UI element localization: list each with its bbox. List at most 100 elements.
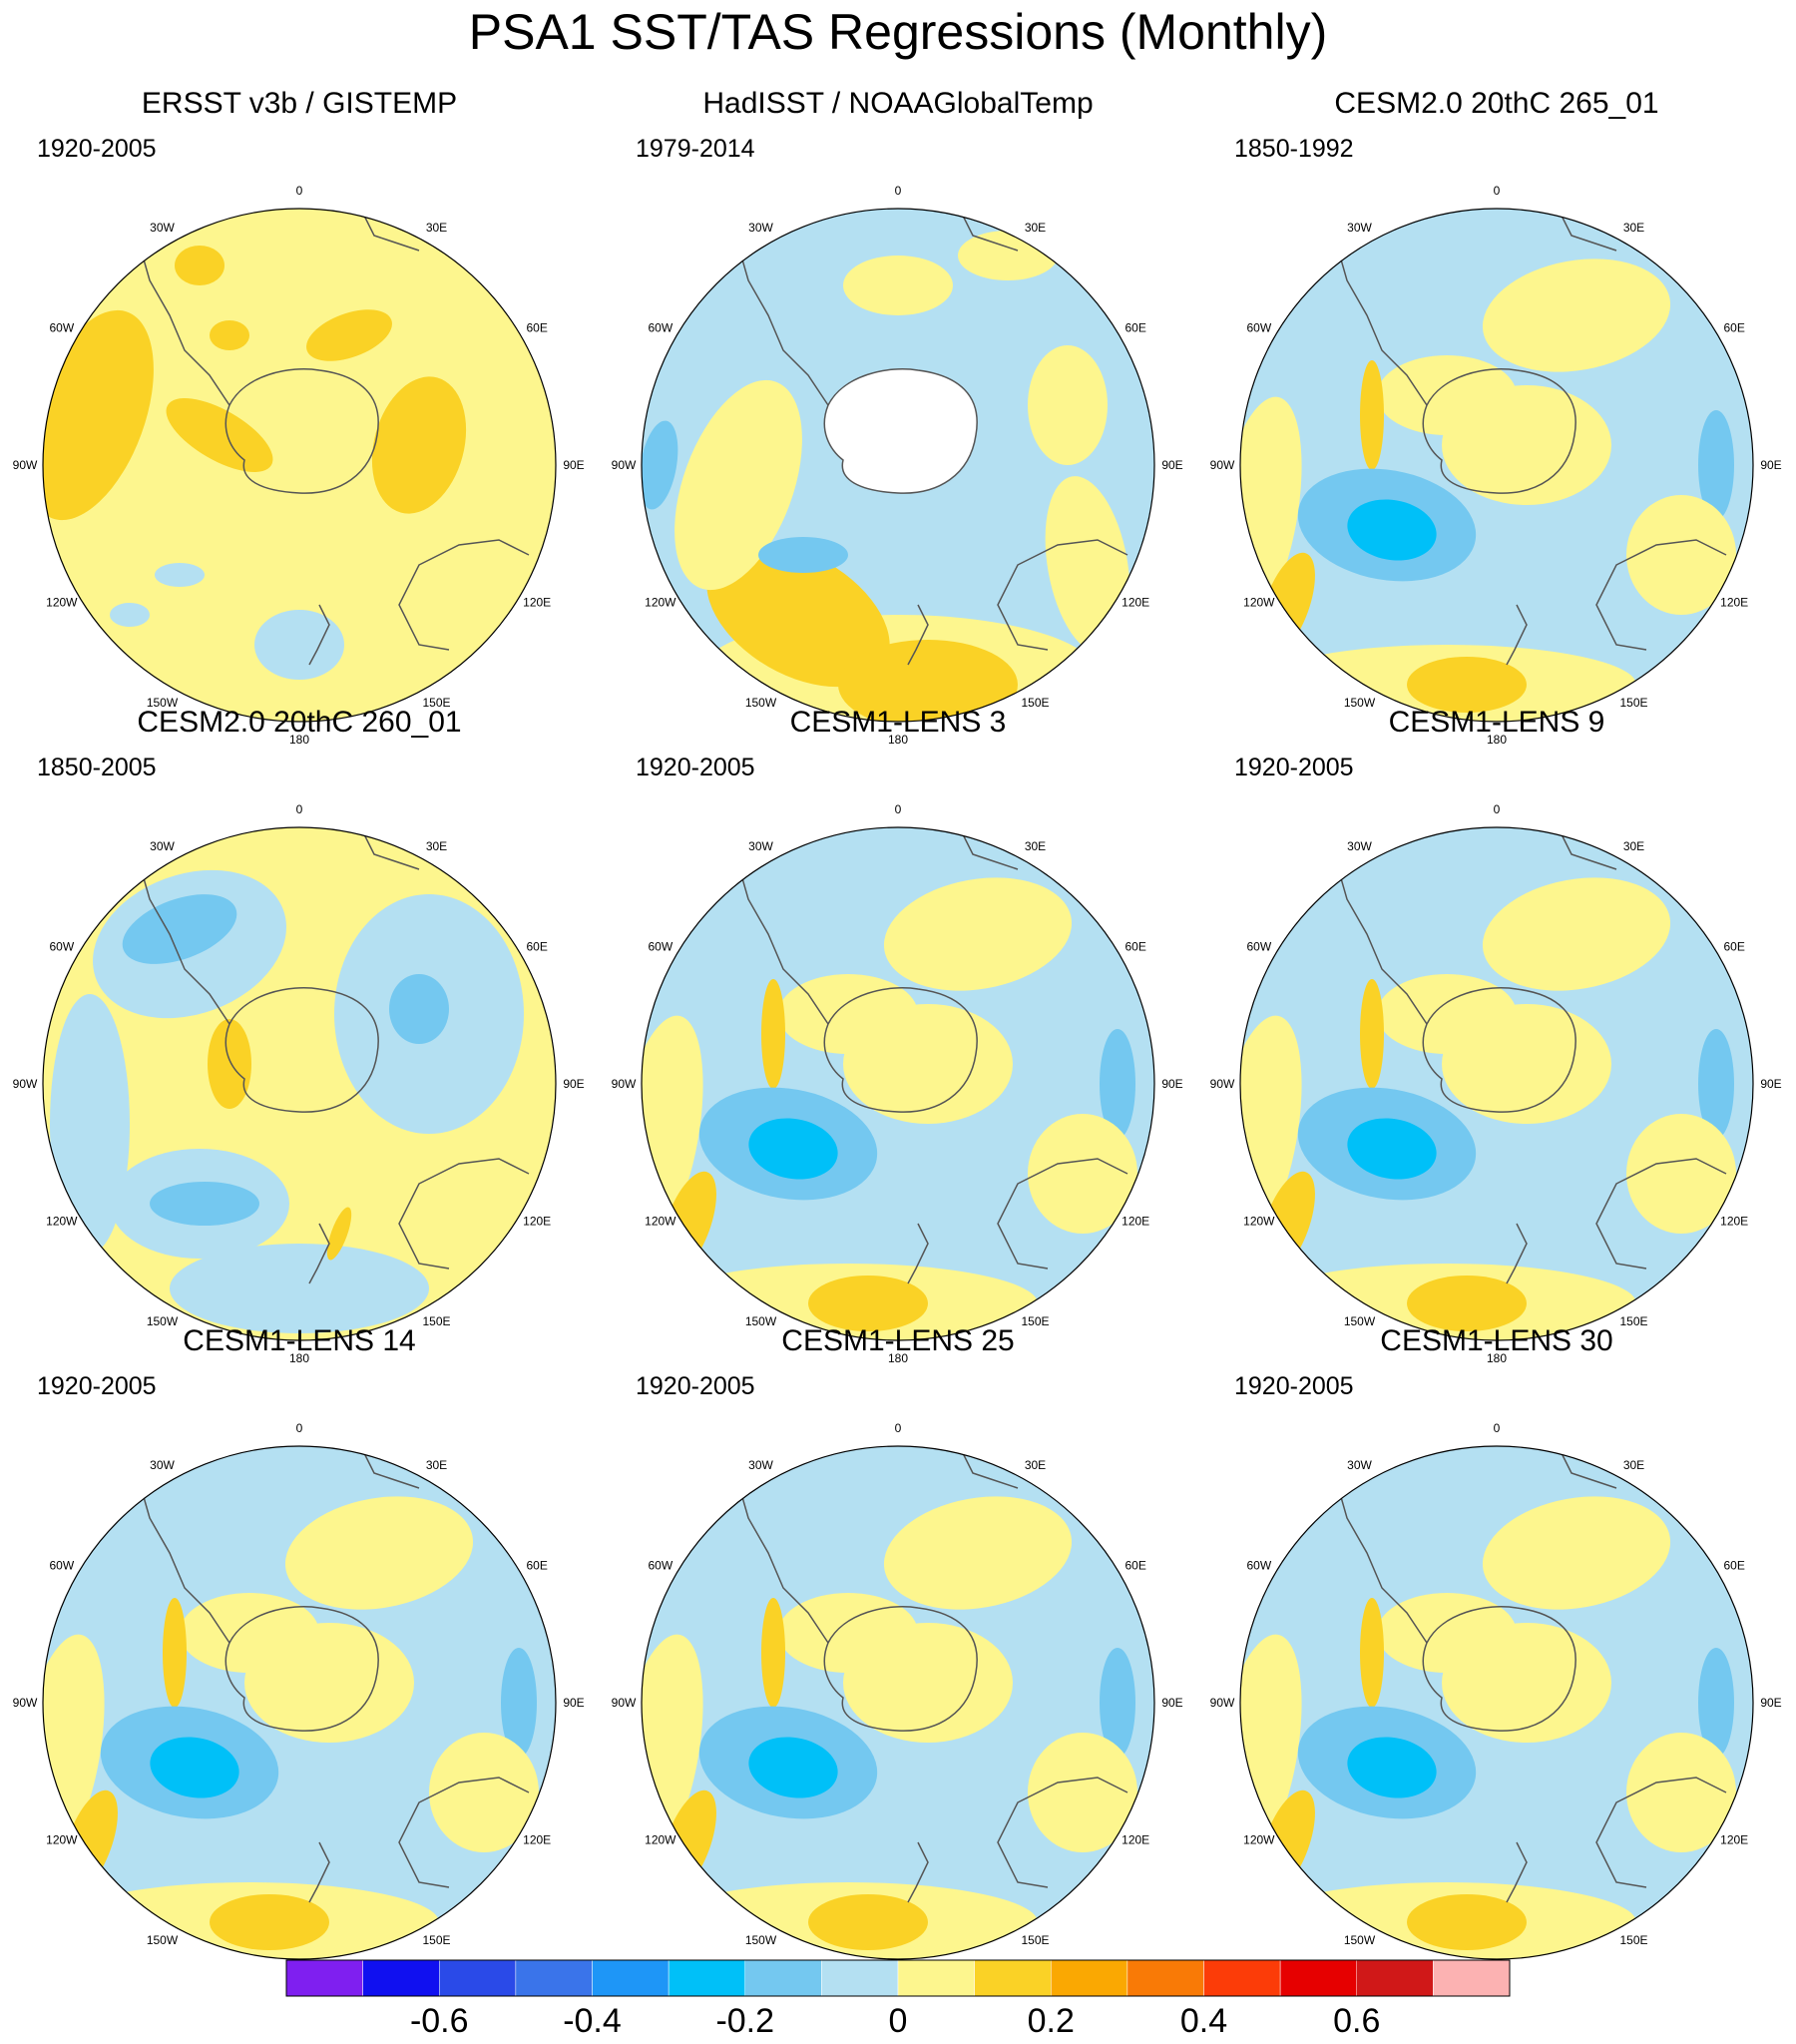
australia-coastline bbox=[997, 539, 1128, 651]
anomaly-region bbox=[706, 542, 890, 688]
antarctica-coastline bbox=[224, 987, 379, 1113]
anomaly-region bbox=[1698, 1029, 1734, 1139]
colorbar: -0.6 -0.4 -0.2 0 0.2 0.4 0.6 bbox=[285, 1959, 1511, 2040]
new-zealand-coastline bbox=[1506, 604, 1528, 666]
longitude-label: 150W bbox=[147, 696, 179, 710]
longitude-label: 60W bbox=[1246, 321, 1271, 335]
anomaly-region bbox=[778, 1593, 918, 1673]
anomaly-region bbox=[1028, 1114, 1137, 1234]
colorbar-swatch bbox=[1433, 1959, 1511, 1997]
map-field bbox=[43, 1446, 556, 1959]
colorbar-swatch bbox=[1203, 1959, 1281, 1997]
colorbar-swatch bbox=[821, 1959, 899, 1997]
anomaly-region bbox=[1626, 495, 1736, 615]
anomaly-region bbox=[1028, 345, 1108, 465]
longitude-label: 120E bbox=[1720, 596, 1748, 610]
map-border bbox=[1239, 826, 1754, 1341]
anomaly-region bbox=[210, 1894, 329, 1950]
longitude-label: 150E bbox=[1021, 696, 1049, 710]
longitude-label: 120W bbox=[46, 1215, 78, 1229]
longitude-label: 60W bbox=[1246, 940, 1271, 954]
colorbar-swatch bbox=[974, 1959, 1052, 1997]
longitude-label: 90W bbox=[612, 1077, 637, 1091]
south-america-coastline bbox=[1336, 1482, 1428, 1644]
anomaly-region bbox=[389, 974, 449, 1044]
colorbar-swatch bbox=[897, 1959, 975, 1997]
longitude-label: 30W bbox=[1347, 839, 1372, 853]
anomaly-region bbox=[1360, 360, 1384, 470]
map-panel: CESM2.0 20thC 265_01 1850-1992 0 30E 60E 90E 1… bbox=[1197, 86, 1796, 747]
anomaly-region bbox=[1360, 1598, 1384, 1708]
colorbar-swatch bbox=[1279, 1959, 1357, 1997]
longitude-label: 30W bbox=[150, 1458, 175, 1472]
colorbar-swatch bbox=[668, 1959, 745, 1997]
anomaly-region bbox=[150, 1737, 239, 1798]
longitude-label: 90W bbox=[1210, 458, 1235, 472]
anomaly-region bbox=[326, 1207, 352, 1261]
australia-coastline bbox=[1595, 539, 1727, 651]
longitude-label: 120E bbox=[1720, 1215, 1748, 1229]
anomaly-region bbox=[155, 563, 205, 587]
longitude-label: 60W bbox=[648, 940, 673, 954]
map-border bbox=[42, 208, 557, 723]
longitude-label: 30E bbox=[426, 1458, 447, 1472]
anomaly-region bbox=[284, 1496, 474, 1610]
anomaly-region bbox=[1347, 1737, 1437, 1798]
longitude-label: 150E bbox=[1619, 696, 1647, 710]
anomaly-region bbox=[843, 256, 953, 315]
longitude-label: 120W bbox=[46, 596, 78, 610]
anomaly-region bbox=[1045, 476, 1130, 654]
longitude-label: 90W bbox=[612, 1696, 637, 1710]
map-border bbox=[1239, 1445, 1754, 1960]
panel-period: 1920-2005 bbox=[636, 754, 755, 781]
panel-title: CESM2.0 20thC 260_01 bbox=[137, 706, 462, 739]
longitude-label: 120W bbox=[645, 1215, 676, 1229]
longitude-label: 180 bbox=[1487, 1351, 1507, 1365]
longitude-label: 30E bbox=[426, 221, 447, 235]
panel-title: CESM1-LENS 3 bbox=[789, 706, 1007, 739]
africa-coastline bbox=[1561, 215, 1617, 252]
anomaly-region bbox=[163, 1598, 187, 1708]
map-field bbox=[642, 209, 1154, 722]
panel-period: 1920-2005 bbox=[1234, 754, 1354, 781]
anomaly-region bbox=[306, 309, 392, 361]
anomaly-region bbox=[150, 1182, 259, 1226]
longitude-label: 120E bbox=[523, 596, 551, 610]
south-america-coastline bbox=[139, 1482, 230, 1644]
map-field bbox=[43, 209, 556, 722]
figure-title: PSA1 SST/TAS Regressions (Monthly) bbox=[468, 4, 1328, 60]
longitude-label: 120W bbox=[645, 596, 676, 610]
longitude-label: 90E bbox=[1161, 1077, 1182, 1091]
colorbar-swatch bbox=[592, 1959, 670, 1997]
longitude-label: 60E bbox=[1723, 1559, 1744, 1573]
colorbar-swatch bbox=[744, 1959, 822, 1997]
longitude-label: 60E bbox=[526, 1559, 547, 1573]
longitude-label: 120W bbox=[1243, 1833, 1275, 1847]
map-panel: CESM1-LENS 30 1920-2005 0 30E 60E 90E 120E 150E… bbox=[1197, 1323, 1796, 1984]
longitude-label: 120W bbox=[46, 1833, 78, 1847]
anomaly-region bbox=[1698, 1648, 1734, 1758]
panel-title: CESM1-LENS 14 bbox=[183, 1324, 416, 1357]
australia-coastline bbox=[398, 1158, 530, 1270]
longitude-label: 30W bbox=[748, 1458, 773, 1472]
longitude-label: 120W bbox=[1243, 596, 1275, 610]
anomaly-region bbox=[1407, 657, 1527, 713]
anomaly-region bbox=[642, 420, 678, 510]
africa-coastline bbox=[962, 1452, 1019, 1489]
anomaly-region bbox=[1482, 1496, 1671, 1610]
africa-coastline bbox=[1561, 833, 1617, 870]
longitude-label: 30E bbox=[1623, 839, 1644, 853]
anomaly-region bbox=[1377, 974, 1517, 1054]
anomaly-region bbox=[808, 1276, 928, 1331]
longitude-label: 60E bbox=[1124, 1559, 1145, 1573]
antarctica-coastline bbox=[823, 368, 978, 494]
map-panel: CESM1-LENS 14 1920-2005 0 30E 60E 90E 120E 150E… bbox=[0, 1323, 599, 1984]
longitude-label: 150W bbox=[147, 1314, 179, 1328]
longitude-label: 60W bbox=[1246, 1559, 1271, 1573]
anomaly-region bbox=[170, 1244, 429, 1333]
antarctica-coastline bbox=[823, 987, 978, 1113]
